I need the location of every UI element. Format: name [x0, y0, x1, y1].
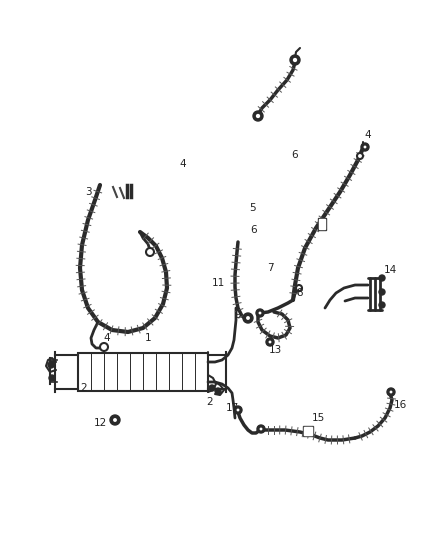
Circle shape [379, 275, 385, 281]
FancyBboxPatch shape [78, 353, 208, 391]
Text: 6: 6 [251, 225, 257, 235]
Circle shape [292, 57, 298, 63]
Text: 4: 4 [180, 159, 186, 169]
Circle shape [268, 340, 272, 344]
Text: 5: 5 [249, 203, 255, 213]
Circle shape [258, 311, 262, 316]
Circle shape [253, 111, 263, 121]
Text: 11: 11 [212, 278, 225, 288]
Circle shape [146, 248, 154, 256]
Circle shape [209, 385, 215, 391]
Circle shape [379, 289, 385, 295]
Text: 8: 8 [297, 288, 303, 298]
Text: 2: 2 [207, 397, 213, 407]
Circle shape [256, 309, 264, 317]
Circle shape [255, 113, 261, 119]
Circle shape [387, 388, 395, 396]
Text: 17: 17 [226, 403, 239, 413]
Text: 2: 2 [81, 383, 87, 393]
Text: 1: 1 [145, 333, 151, 343]
Text: 13: 13 [268, 345, 282, 355]
Circle shape [258, 426, 264, 432]
Circle shape [110, 415, 120, 425]
Bar [304, 427, 312, 435]
Circle shape [245, 315, 251, 321]
Circle shape [100, 343, 108, 351]
Text: 3: 3 [85, 187, 91, 197]
Circle shape [290, 55, 300, 65]
Circle shape [389, 390, 393, 394]
Text: 15: 15 [311, 413, 325, 423]
Circle shape [257, 425, 265, 433]
Text: 9: 9 [235, 310, 241, 320]
Text: 14: 14 [383, 265, 397, 275]
Bar [319, 219, 325, 229]
Circle shape [236, 408, 240, 413]
Circle shape [243, 313, 253, 323]
Text: 12: 12 [93, 418, 106, 428]
Text: 4: 4 [365, 130, 371, 140]
Circle shape [49, 375, 55, 381]
Bar [303, 426, 313, 436]
Circle shape [234, 406, 242, 414]
Circle shape [48, 362, 54, 368]
Circle shape [363, 144, 367, 149]
Circle shape [112, 417, 118, 423]
Circle shape [296, 285, 302, 291]
Circle shape [361, 143, 369, 151]
Text: 7: 7 [267, 263, 273, 273]
Text: 6: 6 [292, 150, 298, 160]
Circle shape [266, 338, 274, 346]
Bar [318, 218, 326, 230]
Text: 4: 4 [104, 333, 110, 343]
Circle shape [357, 153, 363, 159]
Circle shape [49, 361, 55, 367]
Circle shape [379, 302, 385, 308]
Circle shape [215, 388, 221, 394]
Text: 16: 16 [393, 400, 406, 410]
